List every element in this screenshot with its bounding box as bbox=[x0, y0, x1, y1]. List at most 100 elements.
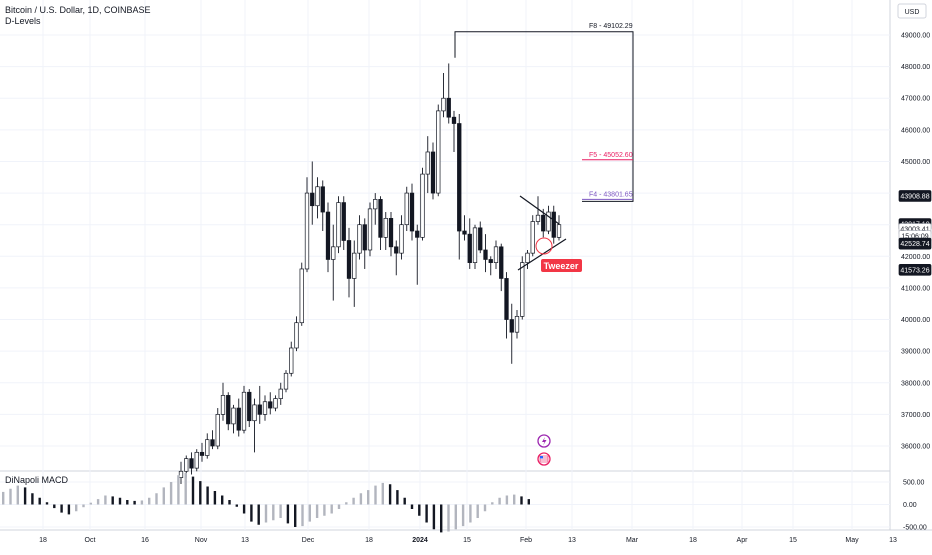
indicator-name[interactable]: D-Levels bbox=[5, 16, 41, 26]
macd-bar bbox=[440, 504, 443, 533]
macd-bar bbox=[294, 504, 297, 527]
candle-body bbox=[535, 214, 541, 222]
macd-bar bbox=[410, 504, 414, 509]
macd-tick-label: 0.00 bbox=[903, 502, 917, 509]
macd-bar bbox=[67, 504, 71, 515]
fib-box bbox=[454, 31, 634, 202]
date-tick-label: Mar bbox=[626, 537, 639, 544]
candle-body bbox=[404, 192, 409, 226]
price-tick-label: 39000.00 bbox=[901, 349, 930, 356]
macd-bar bbox=[286, 504, 290, 524]
currency-label: USD bbox=[905, 9, 920, 16]
candle-body bbox=[304, 192, 310, 270]
macd-bar bbox=[396, 490, 399, 505]
candle-body bbox=[226, 395, 231, 425]
macd-bar bbox=[301, 504, 304, 527]
price-tick-label: 37000.00 bbox=[901, 412, 930, 419]
candle-body bbox=[278, 388, 283, 399]
candle-body bbox=[341, 202, 346, 241]
price-tick-label: 49000.00 bbox=[901, 33, 930, 40]
macd-pane[interactable] bbox=[0, 471, 890, 530]
macd-label[interactable]: DiNapoli MACD bbox=[5, 475, 69, 485]
macd-bar bbox=[177, 475, 180, 505]
macd-bar bbox=[169, 482, 173, 505]
macd-bar bbox=[315, 504, 319, 518]
price-tick-label: 45000.00 bbox=[901, 159, 930, 166]
currency-button[interactable] bbox=[897, 3, 927, 19]
date-tick-label: Apr bbox=[737, 537, 749, 544]
price-pane[interactable] bbox=[0, 0, 890, 471]
date-tick-label: 18 bbox=[689, 537, 697, 544]
macd-bar bbox=[23, 487, 27, 505]
candle-body bbox=[352, 252, 357, 279]
macd-bar bbox=[140, 500, 144, 505]
candle-body bbox=[346, 240, 352, 279]
date-tick-label: 15 bbox=[463, 537, 471, 544]
macd-bar bbox=[418, 504, 421, 516]
macd-bar bbox=[228, 500, 231, 505]
candle-body bbox=[205, 439, 210, 456]
drawing-tools[interactable]: F8 - 49102.29 F5 - 45052.60 F4 - 43801.65 bbox=[454, 23, 634, 271]
candle-body bbox=[294, 322, 299, 349]
candle-body bbox=[462, 230, 467, 235]
symbol-title[interactable]: Bitcoin / U.S. Dollar, 1D, COINBASE bbox=[5, 5, 151, 15]
us-flag-glyph bbox=[539, 455, 549, 463]
candle-body bbox=[457, 123, 462, 232]
candle-body bbox=[367, 208, 373, 251]
macd-bar bbox=[257, 504, 260, 525]
macd-bar bbox=[53, 504, 56, 509]
price-tick-label: 40000.00 bbox=[901, 317, 930, 324]
price-axis[interactable]: 49000.00 48000.00 47000.00 46000.00 45000.00… bbox=[901, 33, 930, 451]
date-tick-label: Nov bbox=[195, 537, 208, 544]
macd-bar bbox=[279, 504, 282, 518]
macd-tick-label: -500.00 bbox=[903, 525, 927, 532]
macd-bar bbox=[469, 504, 472, 523]
candlestick-series bbox=[178, 63, 562, 484]
price-tick-label: 41000.00 bbox=[901, 285, 930, 292]
macd-bar bbox=[133, 500, 136, 505]
candle-body bbox=[283, 372, 289, 390]
date-tick-label: 16 bbox=[141, 537, 149, 544]
macd-bar bbox=[447, 504, 450, 532]
macd-bar bbox=[118, 497, 122, 505]
candle-body bbox=[472, 227, 478, 263]
candle-body bbox=[383, 218, 388, 238]
candle-body bbox=[541, 214, 546, 232]
candle-body bbox=[299, 268, 304, 324]
candle-body bbox=[430, 151, 436, 194]
macd-bar bbox=[104, 495, 107, 505]
f8-level-label: F8 - 49102.29 bbox=[589, 23, 633, 30]
macd-bar bbox=[461, 504, 465, 527]
price-tick-label: 47000.00 bbox=[901, 96, 930, 103]
macd-bar bbox=[432, 504, 436, 530]
macd-histogram bbox=[2, 473, 530, 533]
macd-bar bbox=[82, 504, 85, 508]
macd-bar bbox=[199, 481, 202, 505]
macd-bar bbox=[155, 493, 158, 505]
macd-bar bbox=[184, 473, 187, 505]
macd-bar bbox=[272, 504, 275, 521]
macd-bar bbox=[425, 504, 428, 523]
candle-body bbox=[262, 401, 268, 415]
tweezer-circle[interactable] bbox=[535, 237, 553, 255]
candle-body bbox=[525, 252, 530, 263]
macd-bar bbox=[374, 485, 377, 505]
time-axis[interactable]: 18 Oct 16 Nov 13 Dec 18 2024 15 Feb 13 Mar 18 Apr 15 Ma… bbox=[39, 537, 897, 544]
price-tags: 43908.8843017.1043003.4115:06:0942528.74… bbox=[898, 190, 932, 276]
macd-bar bbox=[527, 499, 530, 505]
candle-body bbox=[189, 458, 194, 469]
macd-bar bbox=[235, 504, 238, 507]
date-tick-label: Oct bbox=[85, 537, 96, 544]
candle-body bbox=[467, 233, 472, 263]
macd-bar bbox=[454, 504, 457, 530]
candle-body bbox=[357, 224, 362, 254]
us-flag-canton bbox=[540, 456, 543, 459]
candle-body bbox=[241, 391, 247, 431]
date-tick-label: 18 bbox=[39, 537, 47, 544]
candle-body bbox=[409, 192, 415, 232]
macd-bar bbox=[75, 504, 78, 512]
tweezer-badge[interactable] bbox=[541, 259, 582, 272]
candle-body bbox=[546, 211, 551, 232]
